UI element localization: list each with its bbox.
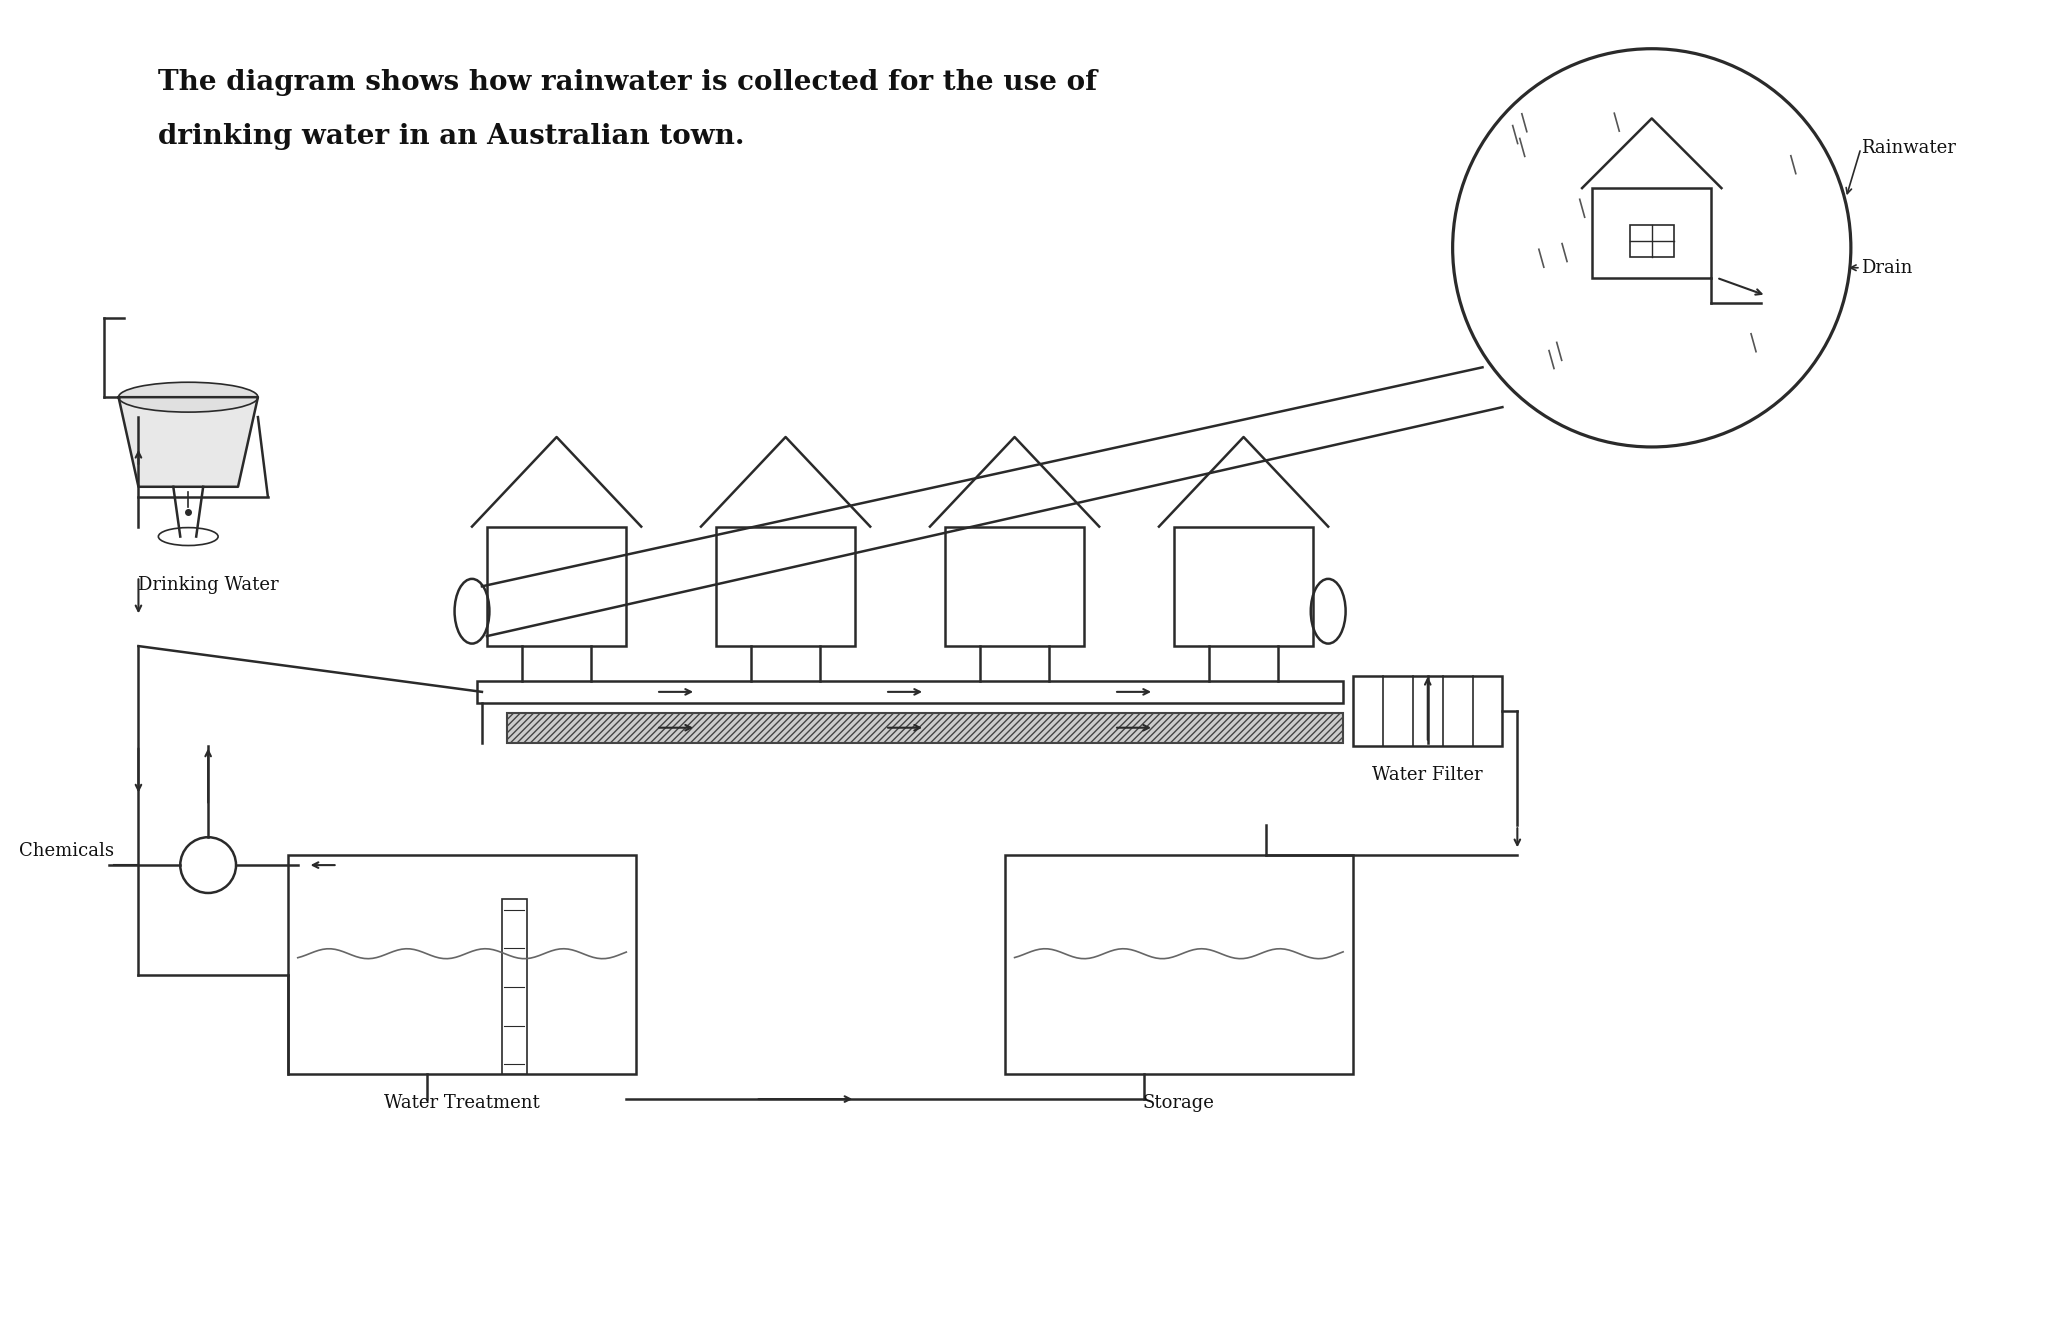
Bar — [1174, 526, 1313, 646]
Text: Drain: Drain — [1862, 259, 1913, 277]
Text: Rainwater: Rainwater — [1862, 139, 1956, 158]
Bar — [506, 713, 1343, 743]
Text: drinking water in an Australian town.: drinking water in an Australian town. — [158, 123, 745, 150]
Bar — [1591, 188, 1712, 277]
Bar — [1354, 676, 1503, 745]
Text: Water Treatment: Water Treatment — [385, 1094, 541, 1113]
Bar — [477, 682, 1343, 703]
Bar — [289, 855, 637, 1074]
Text: Drinking Water: Drinking Water — [139, 577, 279, 594]
Bar — [1006, 855, 1354, 1074]
Text: Chemicals: Chemicals — [18, 842, 113, 861]
Bar — [502, 899, 526, 1074]
Ellipse shape — [119, 382, 258, 412]
Text: Storage: Storage — [1143, 1094, 1214, 1113]
Text: Water Filter: Water Filter — [1372, 765, 1483, 784]
Bar — [487, 526, 627, 646]
Bar — [717, 526, 856, 646]
Text: The diagram shows how rainwater is collected for the use of: The diagram shows how rainwater is colle… — [158, 69, 1098, 95]
Bar — [944, 526, 1083, 646]
Polygon shape — [119, 398, 258, 487]
Bar — [1630, 225, 1673, 257]
